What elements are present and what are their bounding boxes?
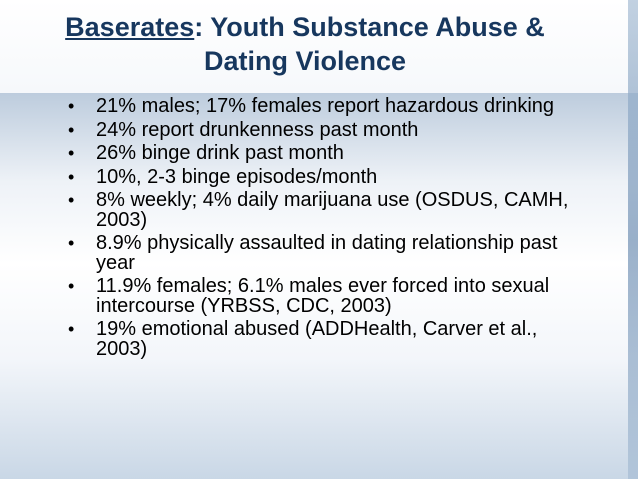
title-band	[0, 0, 638, 93]
bullet-item: • 8% weekly; 4% daily marijuana use (OSD…	[64, 189, 594, 231]
title-line1-rest: : Youth Substance Abuse &	[194, 12, 545, 42]
bullet-dot-icon: •	[68, 96, 75, 116]
bullet-dot-icon: •	[68, 190, 75, 210]
bullet-dot-icon: •	[68, 143, 75, 163]
bullet-text: 11.9% females; 6.1% males ever forced in…	[96, 275, 550, 317]
bullet-dot-icon: •	[68, 119, 75, 140]
bullet-item: • 21% males; 17% females report hazardou…	[64, 95, 594, 117]
bullet-text: 19% emotional abused (ADDHealth, Carver …	[96, 318, 538, 360]
bullet-dot-icon: •	[68, 319, 75, 339]
bullet-text: 26% binge drink past month	[96, 142, 344, 164]
bullet-item: • 24% report drunkenness past month	[64, 118, 594, 141]
bullet-text: 8% weekly; 4% daily marijuana use (OSDUS…	[96, 189, 569, 231]
bullet-dot-icon: •	[68, 233, 75, 253]
bullet-item: • 10%, 2-3 binge episodes/month	[64, 165, 594, 188]
bullet-text: 10%, 2-3 binge episodes/month	[96, 165, 378, 188]
bullet-dot-icon: •	[68, 276, 75, 296]
bullet-item: • 26% binge drink past month	[64, 142, 594, 164]
bullet-text: 8.9% physically assaulted in dating rela…	[96, 232, 558, 274]
bullet-dot-icon: •	[68, 166, 75, 187]
bullet-item: • 8.9% physically assaulted in dating re…	[64, 232, 594, 274]
bullet-item: • 11.9% females; 6.1% males ever forced …	[64, 275, 594, 317]
bullet-item: • 19% emotional abused (ADDHealth, Carve…	[64, 318, 594, 360]
title-line2: Dating Violence	[203, 46, 407, 76]
bullet-text: 24% report drunkenness past month	[96, 118, 419, 141]
slide-title: Baserates: Youth Substance Abuse & Datin…	[0, 10, 610, 78]
side-stripe-decoration	[628, 0, 638, 479]
bullet-text: 21% males; 17% females report hazardous …	[96, 95, 555, 117]
bullet-list: • 21% males; 17% females report hazardou…	[64, 95, 594, 363]
title-underlined-word: Baserates	[65, 12, 195, 42]
